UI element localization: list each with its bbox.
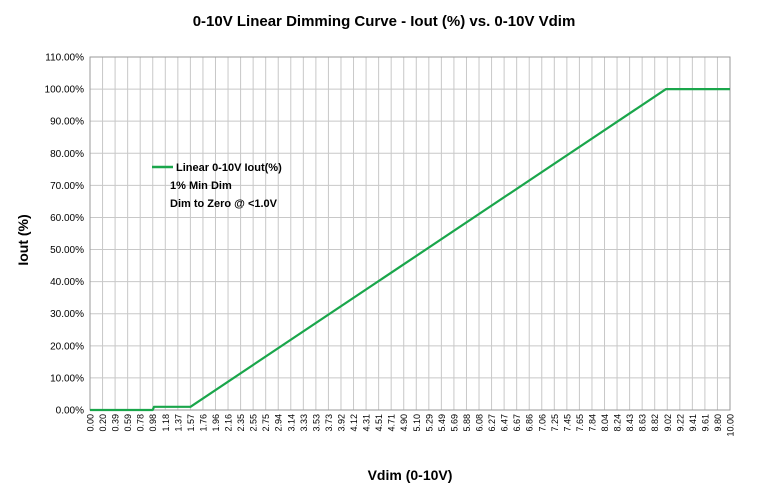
- y-tick-label: 10.00%: [50, 373, 84, 384]
- x-tick-label: 10.00: [726, 414, 736, 437]
- legend-item-min-dim: 1% Min Dim: [170, 180, 232, 192]
- x-tick-label: 1.57: [186, 414, 196, 432]
- chart-title: 0-10V Linear Dimming Curve - Iout (%) vs…: [193, 13, 576, 30]
- x-axis-ticks: 0.00 0.20 0.39 0.59 0.78 0.98 1.18 1.37 1.57 1.76…: [86, 414, 736, 437]
- x-tick-label: 0.98: [148, 414, 158, 432]
- legend: Linear 0-10V Iout(%) 1% Min Dim Dim to Z…: [152, 162, 282, 210]
- y-tick-label: 70.00%: [50, 181, 84, 192]
- legend-item-dim-to-zero: Dim to Zero @ <1.0V: [170, 198, 278, 210]
- x-tick-label: 4.90: [399, 414, 409, 432]
- y-tick-label: 20.00%: [50, 341, 84, 352]
- x-tick-label: 5.69: [449, 414, 459, 432]
- x-tick-label: 9.41: [688, 414, 698, 432]
- x-tick-label: 2.16: [224, 414, 234, 432]
- x-tick-label: 6.86: [525, 414, 535, 432]
- x-axis-title: Vdim (0-10V): [368, 467, 453, 483]
- x-tick-label: 6.08: [475, 414, 485, 432]
- y-tick-label: 50.00%: [50, 245, 84, 256]
- x-tick-label: 5.49: [437, 414, 447, 432]
- x-tick-label: 0.78: [136, 414, 146, 432]
- x-tick-label: 0.59: [123, 414, 133, 432]
- x-tick-label: 3.92: [336, 414, 346, 432]
- x-tick-label: 2.94: [274, 414, 284, 432]
- y-tick-label: 100.00%: [45, 85, 85, 96]
- x-tick-label: 1.96: [211, 414, 221, 432]
- x-tick-label: 7.84: [587, 414, 597, 432]
- plot-area: [89, 56, 731, 411]
- x-tick-label: 8.24: [613, 414, 623, 432]
- x-tick-label: 5.29: [424, 414, 434, 432]
- grid: [90, 57, 730, 410]
- x-tick-label: 7.06: [537, 414, 547, 432]
- x-tick-label: 8.43: [625, 414, 635, 432]
- y-tick-label: 80.00%: [50, 149, 84, 160]
- x-tick-label: 7.45: [562, 414, 572, 432]
- x-tick-label: 9.61: [700, 414, 710, 432]
- x-tick-label: 4.51: [374, 414, 384, 432]
- x-tick-label: 6.27: [487, 414, 497, 432]
- x-tick-label: 0.39: [111, 414, 121, 432]
- x-tick-label: 8.04: [600, 414, 610, 432]
- x-tick-label: 1.18: [161, 414, 171, 432]
- x-tick-label: 3.33: [299, 414, 309, 432]
- x-tick-label: 4.12: [349, 414, 359, 432]
- x-tick-label: 2.75: [261, 414, 271, 432]
- x-tick-label: 4.71: [387, 414, 397, 432]
- series: [90, 87, 730, 412]
- y-tick-label: 0.00%: [56, 406, 84, 417]
- y-axis-title: Iout (%): [15, 214, 31, 265]
- x-tick-label: 5.88: [462, 414, 472, 432]
- legend-item-series: Linear 0-10V Iout(%): [176, 162, 282, 174]
- x-tick-label: 4.31: [362, 414, 372, 432]
- x-tick-label: 8.82: [650, 414, 660, 432]
- x-tick-label: 3.73: [324, 414, 334, 432]
- x-tick-label: 1.37: [173, 414, 183, 432]
- x-tick-label: 9.22: [675, 414, 685, 432]
- x-tick-label: 0.20: [98, 414, 108, 432]
- x-tick-label: 2.35: [236, 414, 246, 432]
- y-axis-ticks: 0.00% 10.00% 20.00% 30.00% 40.00% 50.00% 60.00…: [45, 53, 85, 417]
- x-tick-label: 6.47: [500, 414, 510, 432]
- x-tick-label: 1.76: [198, 414, 208, 432]
- y-tick-label: 90.00%: [50, 117, 84, 128]
- x-tick-label: 2.55: [249, 414, 259, 432]
- x-tick-label: 6.67: [512, 414, 522, 432]
- x-tick-label: 7.65: [575, 414, 585, 432]
- x-tick-label: 9.80: [713, 414, 723, 432]
- x-tick-label: 0.00: [86, 414, 96, 432]
- y-tick-label: 40.00%: [50, 277, 84, 288]
- x-tick-label: 3.53: [311, 414, 321, 432]
- x-tick-label: 9.02: [663, 414, 673, 432]
- x-tick-label: 5.10: [412, 414, 422, 432]
- y-tick-label: 110.00%: [45, 53, 84, 64]
- x-tick-label: 3.14: [286, 414, 296, 432]
- series-line: [90, 87, 730, 412]
- y-tick-label: 60.00%: [50, 213, 84, 224]
- x-tick-label: 7.25: [550, 414, 560, 432]
- y-tick-label: 30.00%: [50, 309, 84, 320]
- x-tick-label: 8.63: [638, 414, 648, 432]
